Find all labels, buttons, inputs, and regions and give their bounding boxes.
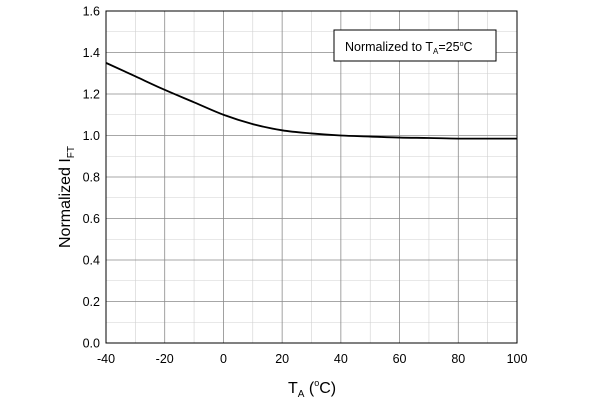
x-axis-label-main: T <box>288 380 298 397</box>
x-axis-label-subscript: A <box>298 389 305 400</box>
x-tick-label: -40 <box>97 352 115 366</box>
x-axis-label-degree: o <box>314 378 319 388</box>
x-tick-label: 20 <box>275 352 289 366</box>
x-axis-label: TA (oC) <box>288 378 336 400</box>
x-tick-label: 0 <box>220 352 227 366</box>
y-axis-label: Normalized IFT <box>57 146 77 248</box>
y-tick-label: 0.0 <box>83 337 100 351</box>
series-line <box>105 62 517 140</box>
plot-frame <box>105 10 518 344</box>
annotation-subscript: A <box>433 47 439 56</box>
x-tick-label: -20 <box>156 352 174 366</box>
y-axis-label-main: Normalized I <box>57 158 74 248</box>
x-tick-label: 60 <box>393 352 407 366</box>
y-tick-label: 1.4 <box>83 46 100 60</box>
y-tick-label: 0.8 <box>83 171 100 185</box>
annotation-box: Normalized to TA=25oC <box>333 29 497 62</box>
annotation-text-post: C <box>463 40 472 54</box>
x-tick-labels: -40 -20 0 20 40 60 80 100 <box>97 352 528 366</box>
y-axis-label-subscript: FT <box>66 146 77 158</box>
series-layer <box>105 62 517 140</box>
annotation-text: Normalized to TA=25oC <box>345 40 473 56</box>
x-tick-label: 100 <box>507 352 528 366</box>
annotation-text-pre: Normalized to T <box>345 40 433 54</box>
x-tick-label: 40 <box>334 352 348 366</box>
y-tick-label: 0.6 <box>83 212 100 226</box>
x-tick-label: 80 <box>451 352 465 366</box>
y-tick-label: 1.0 <box>83 129 100 143</box>
y-tick-label: 1.2 <box>83 88 100 102</box>
annotation-border <box>333 29 497 62</box>
y-tick-label: 1.6 <box>83 5 100 19</box>
y-tick-label: 0.4 <box>83 254 100 268</box>
x-axis-label-paren: ( <box>304 380 314 397</box>
annotation-degree: o <box>460 41 464 48</box>
y-tick-labels: 0.0 0.2 0.4 0.6 0.8 1.0 1.2 1.4 1.6 <box>83 5 100 351</box>
x-axis-label-unit: C) <box>319 380 336 397</box>
y-tick-label: 0.2 <box>83 295 100 309</box>
annotation-text-mid: =25 <box>438 40 459 54</box>
